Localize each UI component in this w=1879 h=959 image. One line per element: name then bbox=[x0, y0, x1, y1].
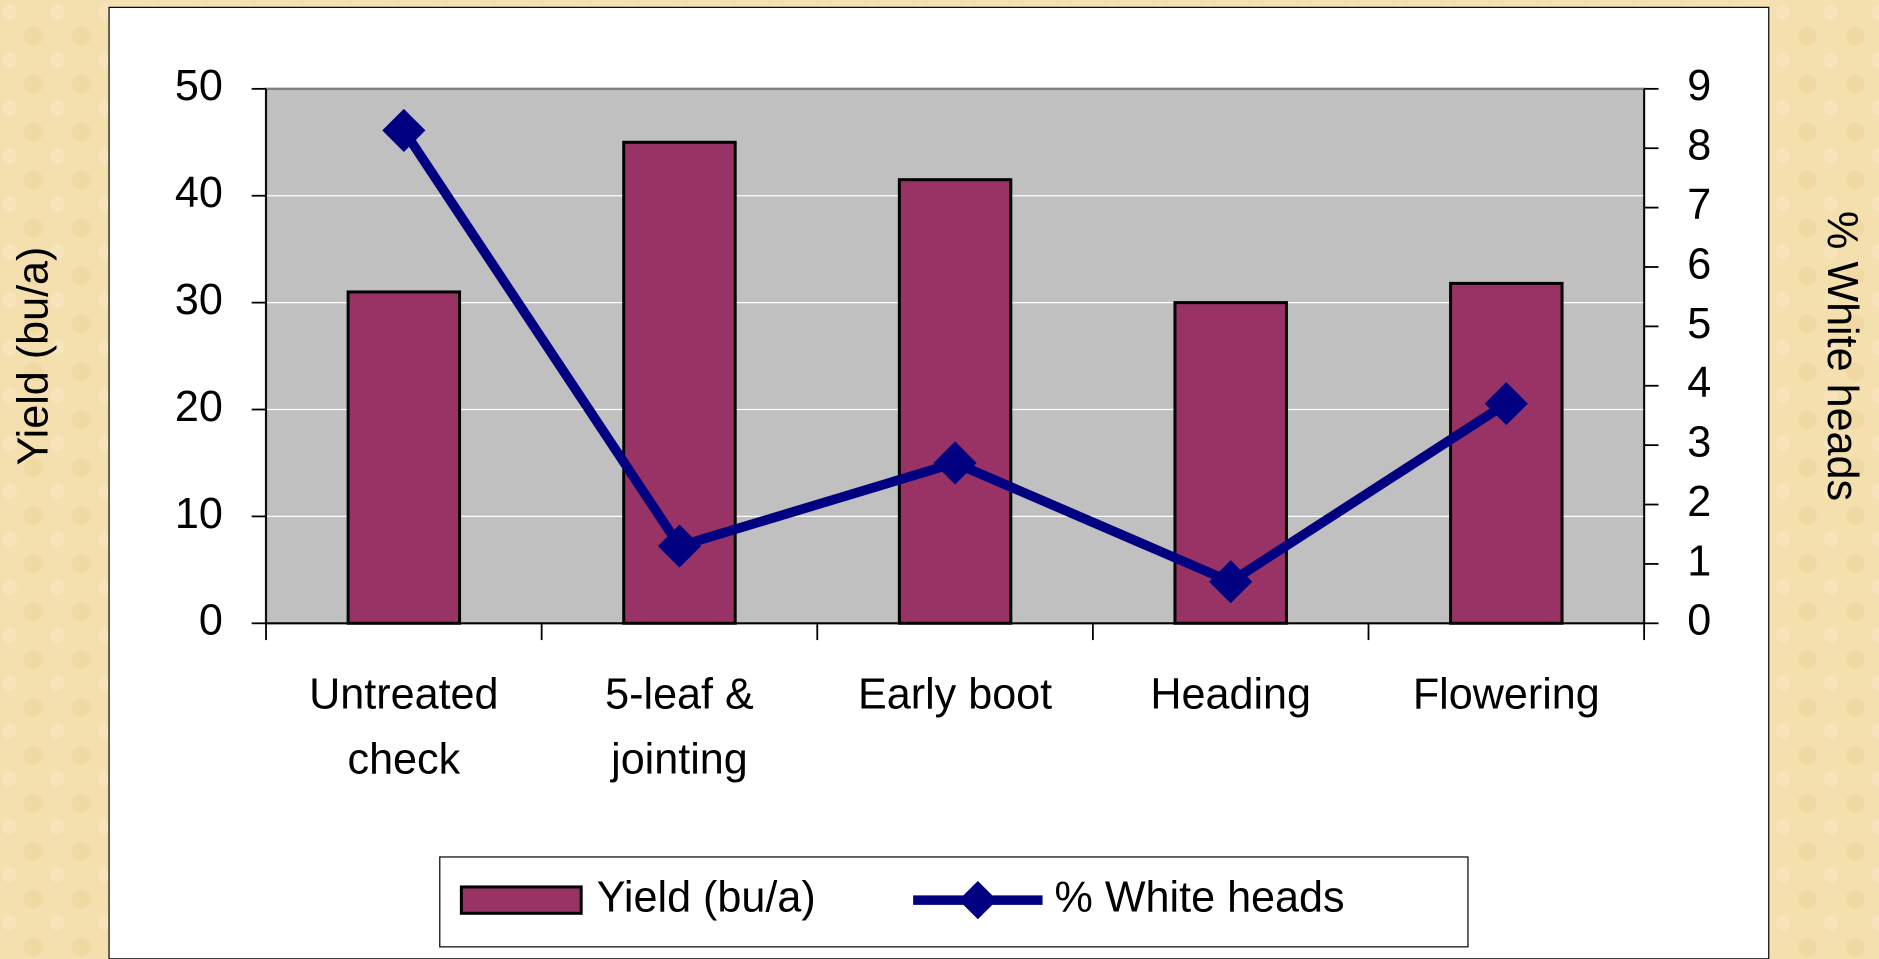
y-tick-label: 10 bbox=[175, 490, 223, 538]
y-axis-title: Yield (bu/a) bbox=[9, 247, 57, 466]
y-tick-label: 0 bbox=[199, 597, 223, 645]
y2-tick-label: 8 bbox=[1687, 122, 1711, 170]
y2-tick-label: 0 bbox=[1687, 597, 1711, 645]
y2-tick-label: 9 bbox=[1687, 62, 1711, 110]
y2-axis-title: % White heads bbox=[1818, 211, 1866, 501]
y2-tick-label: 2 bbox=[1687, 478, 1711, 526]
legend-label: Yield (bu/a) bbox=[597, 874, 816, 922]
line-marker bbox=[1209, 560, 1253, 604]
line-marker bbox=[657, 524, 702, 568]
y2-tick-label: 3 bbox=[1687, 419, 1711, 467]
y-tick-label: 50 bbox=[175, 62, 223, 110]
x-tick-label: Flowering bbox=[1413, 671, 1600, 719]
bar bbox=[1449, 281, 1564, 625]
y-tick-label: 20 bbox=[175, 383, 223, 431]
y2-tick-label: 4 bbox=[1687, 359, 1711, 407]
legend-marker bbox=[958, 880, 998, 920]
y2-tick-label: 6 bbox=[1687, 240, 1711, 288]
x-tick-label: Early boot bbox=[858, 671, 1052, 719]
legend-label: % White heads bbox=[1055, 874, 1345, 922]
legend-swatch bbox=[459, 885, 583, 915]
y2-tick-label: 7 bbox=[1687, 181, 1711, 229]
line-marker bbox=[382, 108, 426, 152]
y-tick-label: 40 bbox=[175, 169, 223, 217]
bar bbox=[346, 290, 462, 625]
bar bbox=[897, 178, 1013, 625]
x-tick-label: Heading bbox=[1150, 671, 1311, 719]
y2-tick-label: 1 bbox=[1687, 537, 1711, 585]
x-tick-label: Untreated check bbox=[309, 671, 498, 784]
y2-tick-label: 5 bbox=[1687, 300, 1711, 348]
x-tick-label: 5-leaf & jointing bbox=[605, 671, 754, 784]
y-tick-label: 30 bbox=[175, 276, 223, 324]
